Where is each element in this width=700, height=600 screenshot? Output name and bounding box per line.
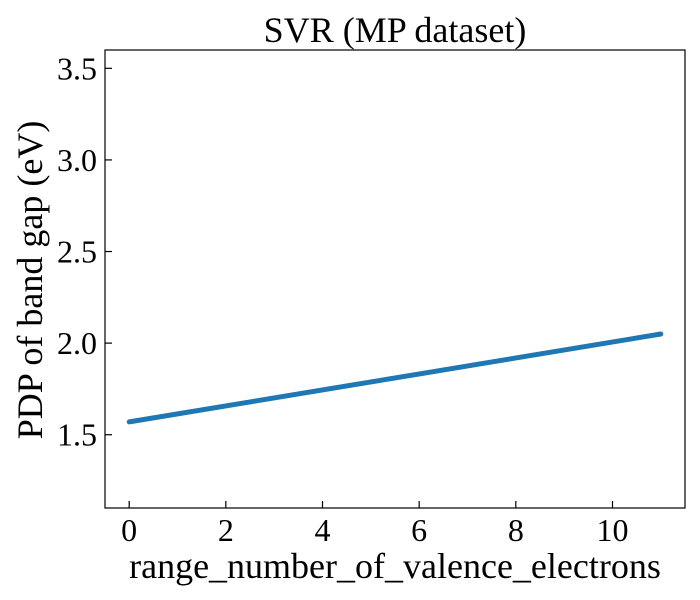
series-layer [126,331,664,425]
y-tick-label: 2.0 [57,325,97,361]
y-axis-label: PDP of band gap (eV) [10,121,50,440]
series-line [126,331,664,425]
y-tick-label: 1.5 [57,417,97,453]
x-tick-label: 2 [218,512,234,548]
x-tick-label: 8 [508,512,524,548]
chart-title: SVR (MP dataset) [264,10,527,50]
x-tick-label: 4 [315,512,331,548]
x-axis-ticks: 0 2 4 6 8 10 [121,501,629,548]
y-tick-label: 3.5 [57,50,97,86]
y-axis-ticks: 1.5 2.0 2.5 3.0 3.5 [57,50,112,453]
y-tick-label: 2.5 [57,234,97,270]
plot-area [104,49,686,509]
y-tick-label: 3.0 [57,142,97,178]
x-tick-label: 6 [411,512,427,548]
x-tick-label: 10 [597,512,629,548]
x-axis-label: range_number_of_valence_electrons [129,546,661,586]
x-tick-label: 0 [121,512,137,548]
